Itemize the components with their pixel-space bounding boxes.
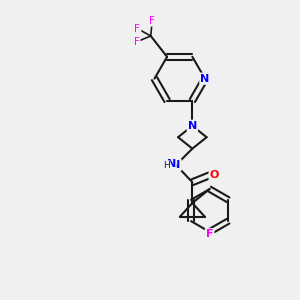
- Text: F: F: [134, 24, 140, 34]
- Text: H: H: [167, 160, 174, 170]
- Text: N: N: [200, 74, 210, 84]
- Text: H: H: [163, 161, 170, 170]
- Text: F: F: [206, 229, 213, 239]
- Text: F: F: [149, 16, 155, 26]
- Text: O: O: [210, 170, 219, 180]
- Text: F: F: [134, 37, 140, 47]
- Text: N: N: [167, 159, 176, 170]
- Text: N: N: [171, 160, 181, 170]
- Text: N: N: [188, 121, 197, 131]
